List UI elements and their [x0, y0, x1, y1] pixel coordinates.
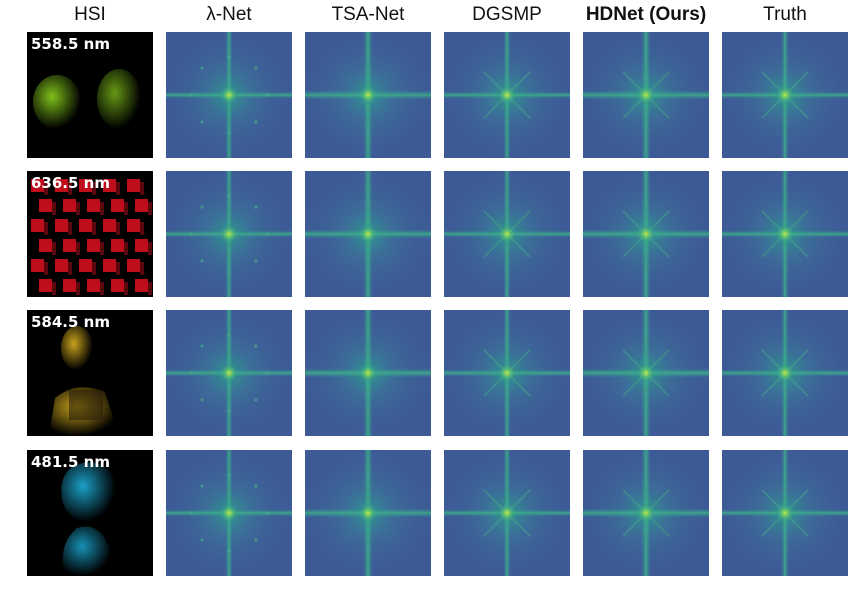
column-header-0: HSI [74, 4, 106, 25]
hsi-image-fruit: 558.5 nm [27, 32, 153, 158]
frequency-spectrum-tsa-net [305, 32, 431, 158]
frequency-spectrum-hdnet-ours [583, 171, 709, 297]
wavelength-label: 584.5 nm [31, 313, 110, 331]
column-header-5: Truth [763, 4, 807, 25]
frequency-spectrum-dgsmp [444, 450, 570, 576]
wavelength-label: 558.5 nm [31, 35, 110, 53]
wavelength-label: 636.5 nm [31, 174, 110, 192]
frequency-spectrum-hdnet-ours [583, 450, 709, 576]
frequency-spectrum-truth [722, 450, 848, 576]
column-header-4: HDNet (Ours) [585, 4, 707, 25]
frequency-spectrum-tsa-net [305, 310, 431, 436]
column-header-3: DGSMP [472, 4, 542, 25]
hsi-image-statue: 481.5 nm [27, 450, 153, 576]
frequency-spectrum-dgsmp [444, 310, 570, 436]
frequency-spectrum-truth [722, 171, 848, 297]
frequency-spectrum-dgsmp [444, 171, 570, 297]
frequency-spectrum-net [166, 32, 292, 158]
frequency-spectrum-net [166, 450, 292, 576]
frequency-spectrum-hdnet-ours [583, 310, 709, 436]
frequency-spectrum-tsa-net [305, 171, 431, 297]
hsi-image-figurine: 584.5 nm [27, 310, 153, 436]
frequency-spectrum-hdnet-ours [583, 32, 709, 158]
frequency-spectrum-dgsmp [444, 32, 570, 158]
frequency-spectrum-truth [722, 310, 848, 436]
frequency-spectrum-truth [722, 32, 848, 158]
column-header-2: TSA-Net [331, 4, 405, 25]
frequency-spectrum-net [166, 171, 292, 297]
frequency-spectrum-tsa-net [305, 450, 431, 576]
wavelength-label: 481.5 nm [31, 453, 110, 471]
frequency-spectrum-net [166, 310, 292, 436]
hsi-image-cubes: 636.5 nm [27, 171, 153, 297]
column-header-1: λ-Net [206, 4, 252, 25]
